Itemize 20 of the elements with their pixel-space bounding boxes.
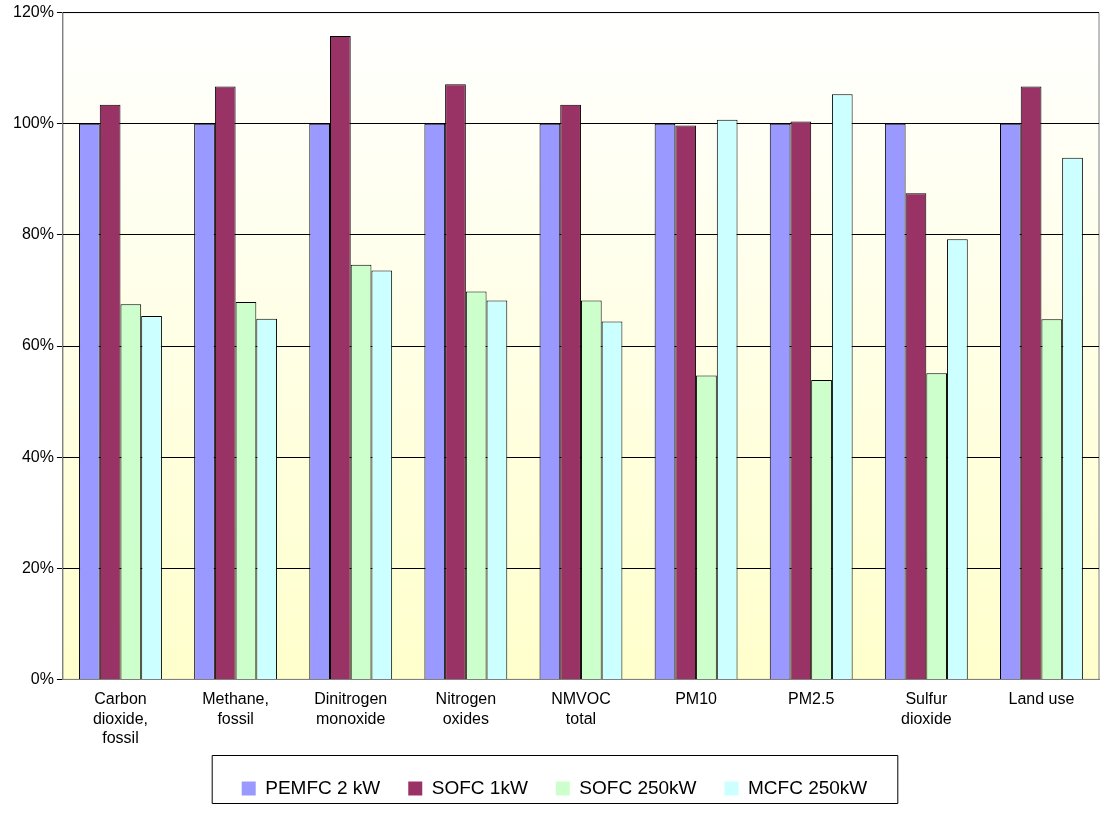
x-tick-label: Nitrogen oxides [435, 690, 497, 727]
y-tick-label: 0% [30, 669, 54, 687]
legend-label: SOFC 1kW [431, 776, 528, 798]
legend-label: PEMFC 2 kW [265, 776, 381, 798]
x-tick-label: PM2.5 [788, 690, 835, 708]
y-tick-label: 100% [13, 114, 54, 132]
y-tick-label: 60% [21, 336, 54, 354]
x-tick-label: Dinitrogen monoxide [314, 690, 388, 727]
x-tick-label: Methane, fossil [202, 690, 269, 727]
x-tick-label: Carbon dioxide, fossil [92, 690, 149, 746]
y-tick-label: 40% [21, 447, 54, 465]
y-tick-label: 20% [21, 558, 54, 576]
x-tick-label: Land use [1008, 690, 1075, 708]
y-tick-label: 120% [13, 3, 54, 21]
y-tick-label: 80% [21, 225, 54, 243]
legend-label: SOFC 250kW [579, 776, 697, 798]
x-tick-label: PM10 [675, 690, 718, 708]
x-tick-label: Sulfur dioxide [900, 690, 952, 727]
x-tick-label: NMVOC total [551, 690, 611, 727]
legend-label: MCFC 250kW [748, 776, 868, 798]
